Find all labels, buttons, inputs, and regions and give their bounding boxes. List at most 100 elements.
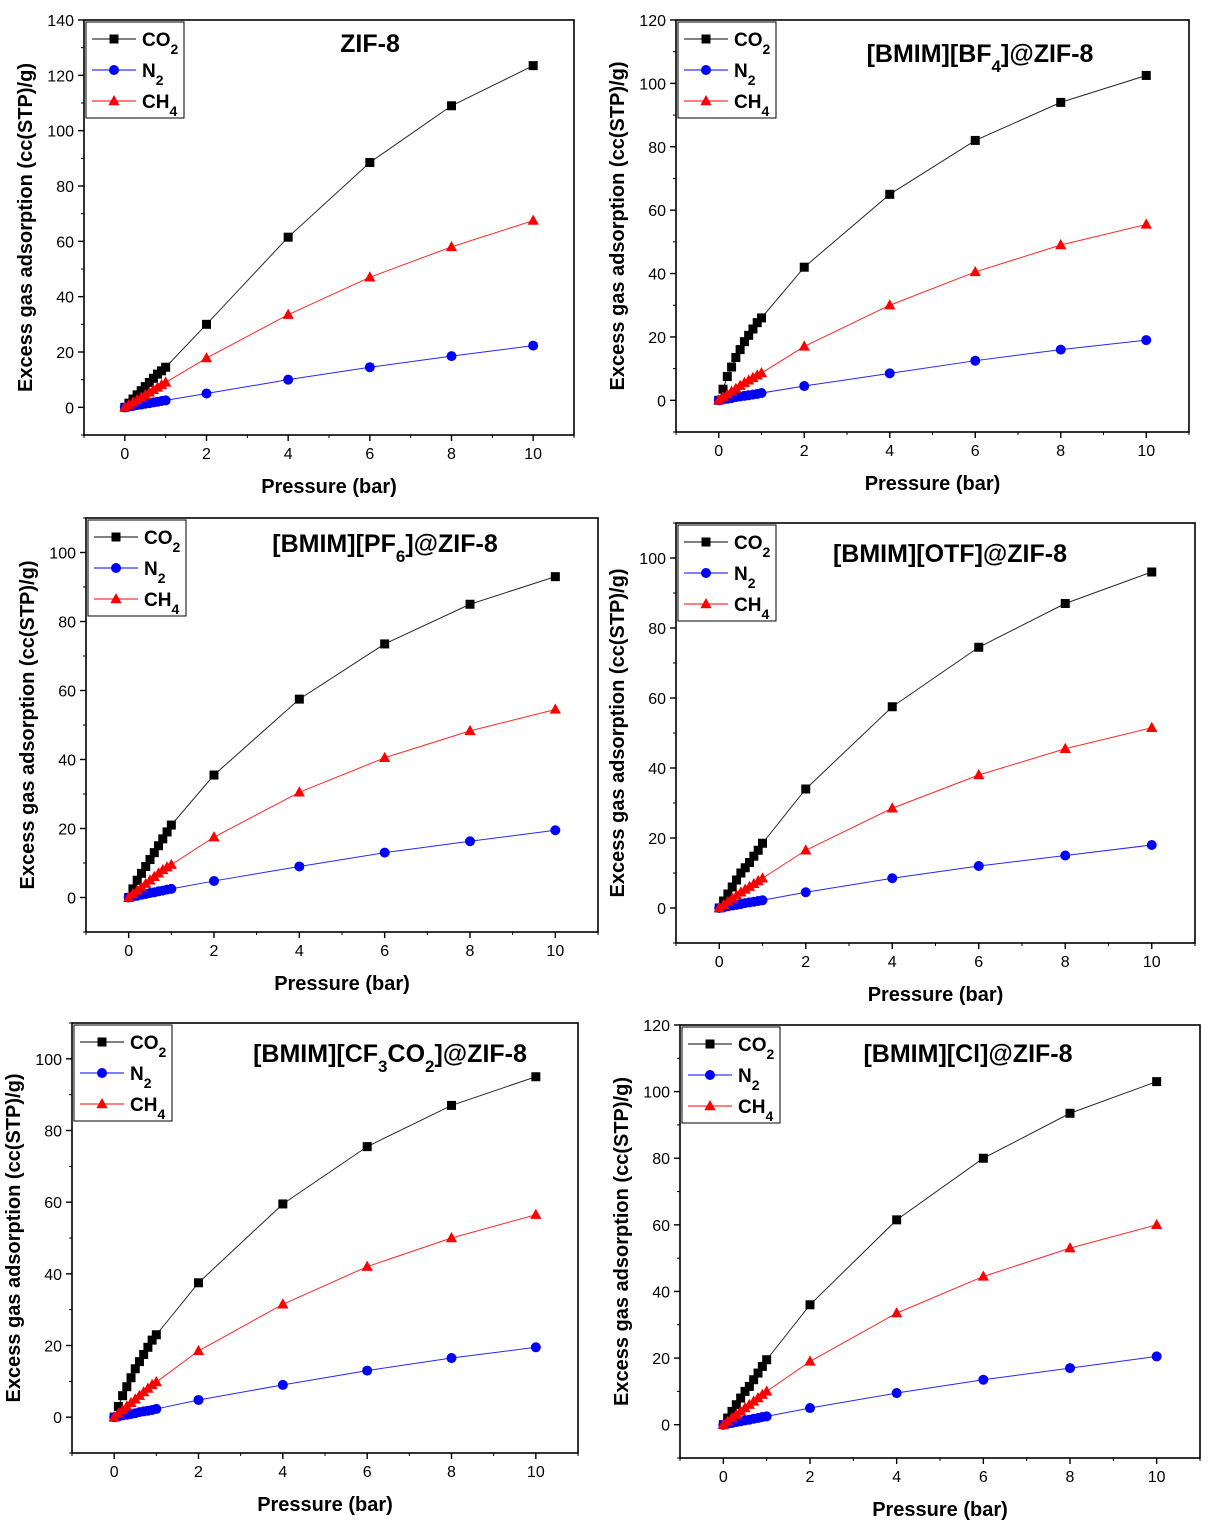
data-point-co2: [528, 61, 538, 71]
data-point-co2: [722, 372, 732, 382]
title-part: [BMIM][CF: [253, 1040, 378, 1068]
data-point-co2: [154, 841, 164, 851]
data-point-n2: [978, 1374, 989, 1385]
legend-marker-n2: [701, 568, 711, 578]
y-tick-label: 60: [56, 234, 74, 251]
x-tick-label: 2: [806, 1469, 815, 1486]
legend-label-n2: N2: [734, 61, 756, 88]
data-point-co2: [978, 1153, 988, 1163]
data-point-co2: [151, 1330, 161, 1340]
legend-marker-n2: [109, 65, 119, 75]
data-point-n2: [973, 861, 984, 871]
data-point-ch4: [464, 724, 476, 736]
legend-label-main: N: [130, 1064, 144, 1085]
data-point-co2: [136, 868, 146, 878]
legend-label-co2: CO2: [142, 30, 179, 57]
title-part: [BMIM][BF: [867, 40, 992, 68]
data-point-n2: [884, 368, 895, 379]
data-point-co2: [805, 1300, 815, 1310]
data-point-n2: [1065, 1363, 1075, 1374]
data-point-ch4: [977, 1270, 989, 1281]
data-point-n2: [550, 825, 561, 836]
data-point-n2: [1151, 1351, 1162, 1362]
panel-title: [BMIM][BF4]@ZIF-8: [867, 40, 1094, 76]
series-line-ch4: [718, 223, 1147, 401]
data-point-n2: [970, 355, 981, 366]
data-point-co2: [465, 599, 475, 609]
data-point-co2: [158, 834, 168, 844]
data-point-ch4: [379, 751, 391, 762]
data-point-n2: [193, 1394, 204, 1405]
data-point-n2: [446, 1353, 457, 1364]
legend-marker-ch4: [110, 593, 122, 604]
y-tick-label: 20: [44, 1339, 62, 1356]
data-point-co2: [365, 157, 375, 167]
x-tick-label: 6: [979, 1469, 988, 1486]
data-point-co2: [740, 1386, 750, 1396]
data-point-co2: [749, 1375, 759, 1385]
legend-label-subscript: 2: [752, 1077, 760, 1093]
data-point-n2: [364, 362, 375, 373]
data-point-n2: [277, 1379, 288, 1390]
data-point-ch4: [361, 1260, 373, 1271]
legend-label-main: CO: [144, 528, 173, 549]
data-point-ch4: [150, 1376, 162, 1387]
data-point-n2: [201, 388, 212, 399]
data-point-ch4: [1146, 721, 1158, 732]
panel-title: [BMIM][PF6]@ZIF-8: [272, 530, 498, 566]
data-point-co2: [126, 1373, 136, 1383]
y-tick-label: 40: [44, 1267, 62, 1284]
data-point-ch4: [800, 844, 812, 855]
legend-label-main: CO: [734, 30, 763, 51]
series-line-ch4: [113, 1214, 536, 1418]
y-axis-title: Excess gas adsorption (cc(STP)/g): [607, 62, 629, 391]
legend-label-ch4: CH4: [130, 1095, 165, 1122]
data-point-co2: [202, 319, 211, 329]
legend-label-main: N: [738, 1066, 752, 1087]
data-point-co2: [283, 232, 293, 242]
legend-marker-n2: [111, 563, 121, 573]
y-tick-label: 120: [47, 68, 74, 85]
data-point-ch4: [1055, 239, 1067, 250]
legend-label-ch4: CH4: [738, 1097, 773, 1124]
legend-label-main: N: [144, 559, 158, 580]
data-point-co2: [753, 1368, 763, 1378]
x-tick-label: 10: [1143, 954, 1161, 971]
x-tick-label: 2: [194, 1464, 203, 1481]
y-tick-label: 80: [648, 621, 666, 638]
y-tick-label: 60: [58, 684, 76, 701]
legend-label-subscript: 2: [173, 539, 181, 555]
data-point-co2: [745, 858, 755, 867]
y-tick-label: 60: [652, 1218, 670, 1235]
legend-label-co2: CO2: [144, 528, 181, 555]
legend-label-subscript: 4: [761, 103, 769, 119]
data-point-co2: [744, 1381, 754, 1391]
legend-marker-ch4: [700, 95, 712, 106]
data-point-ch4: [165, 858, 177, 869]
x-tick-label: 0: [714, 443, 723, 460]
x-tick-label: 2: [800, 443, 809, 460]
y-tick-label: 0: [661, 1418, 670, 1435]
y-axis-title: Excess gas adsorption (cc(STP)/g): [607, 569, 629, 898]
data-point-ch4: [973, 769, 985, 780]
series-line-co2: [718, 571, 1152, 909]
series-line-n2: [718, 339, 1147, 401]
legend-label-subscript: 2: [144, 1075, 152, 1091]
x-tick-label: 2: [801, 954, 810, 971]
data-point-co2: [1065, 1108, 1075, 1118]
x-tick-label: 0: [110, 1464, 119, 1481]
data-point-ch4: [804, 1355, 816, 1366]
legend-label-subscript: 4: [765, 1108, 773, 1124]
panel-title: [BMIM][Cl]@ZIF-8: [863, 1040, 1072, 1068]
data-point-co2: [1147, 567, 1157, 577]
y-tick-label: 0: [657, 393, 666, 410]
legend-label-n2: N2: [130, 1064, 152, 1091]
y-tick-label: 120: [643, 1018, 670, 1035]
y-tick-label: 40: [648, 267, 666, 284]
data-point-co2: [892, 1215, 902, 1225]
data-point-co2: [147, 1335, 157, 1345]
x-tick-label: 6: [971, 443, 980, 460]
data-point-co2: [1056, 97, 1066, 107]
